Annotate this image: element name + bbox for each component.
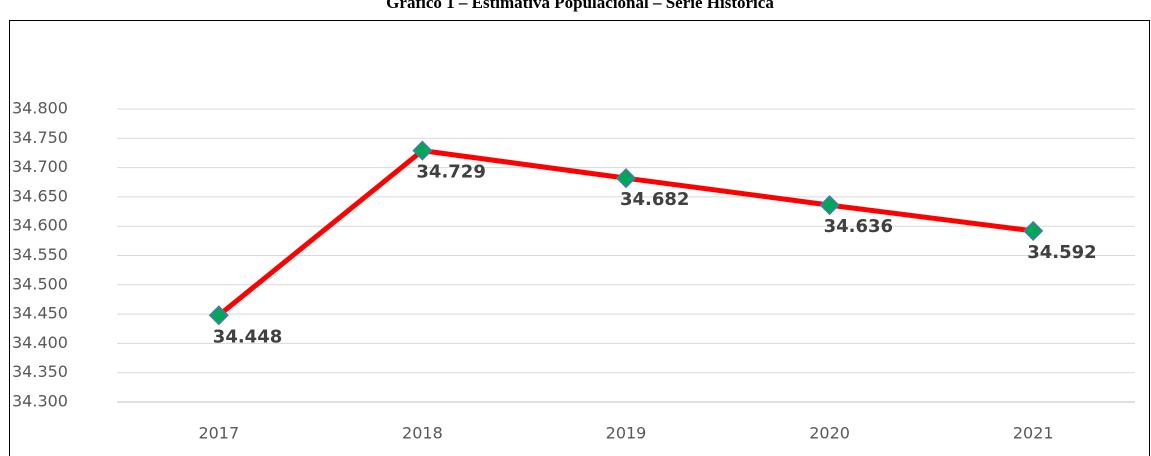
marker: [1023, 220, 1044, 241]
marker: [819, 195, 840, 216]
x-tick-label: 2019: [606, 424, 647, 443]
y-tick-label: 34.750: [12, 128, 68, 147]
y-tick-label: 34.350: [12, 362, 68, 381]
y-tick-label: 34.300: [12, 392, 68, 411]
marker: [615, 168, 637, 189]
data-label: 34.448: [213, 326, 282, 347]
x-tick-label: 2021: [1013, 424, 1054, 443]
y-tick-label: 34.700: [12, 157, 68, 176]
marker: [412, 140, 433, 161]
x-tick-label: 2017: [198, 424, 239, 443]
x-tick-label: 2020: [809, 424, 850, 443]
x-tick-label: 2018: [402, 424, 443, 443]
y-tick-label: 34.400: [12, 333, 68, 352]
y-tick-label: 34.650: [12, 186, 68, 205]
data-label: 34.682: [620, 189, 689, 210]
y-tick-label: 34.800: [12, 99, 68, 118]
y-tick-label: 34.500: [12, 274, 68, 293]
y-tick-label: 34.600: [12, 216, 68, 235]
y-tick-label: 34.550: [12, 245, 68, 264]
data-label: 34.592: [1027, 242, 1096, 263]
chart-title: Gráfico 1 – Estimativa Populacional – Sé…: [386, 0, 774, 12]
y-tick-label: 34.450: [12, 304, 68, 323]
data-label: 34.636: [824, 216, 893, 237]
chart-frame: [9, 20, 1150, 456]
data-label: 34.729: [416, 162, 485, 183]
marker: [208, 305, 229, 326]
